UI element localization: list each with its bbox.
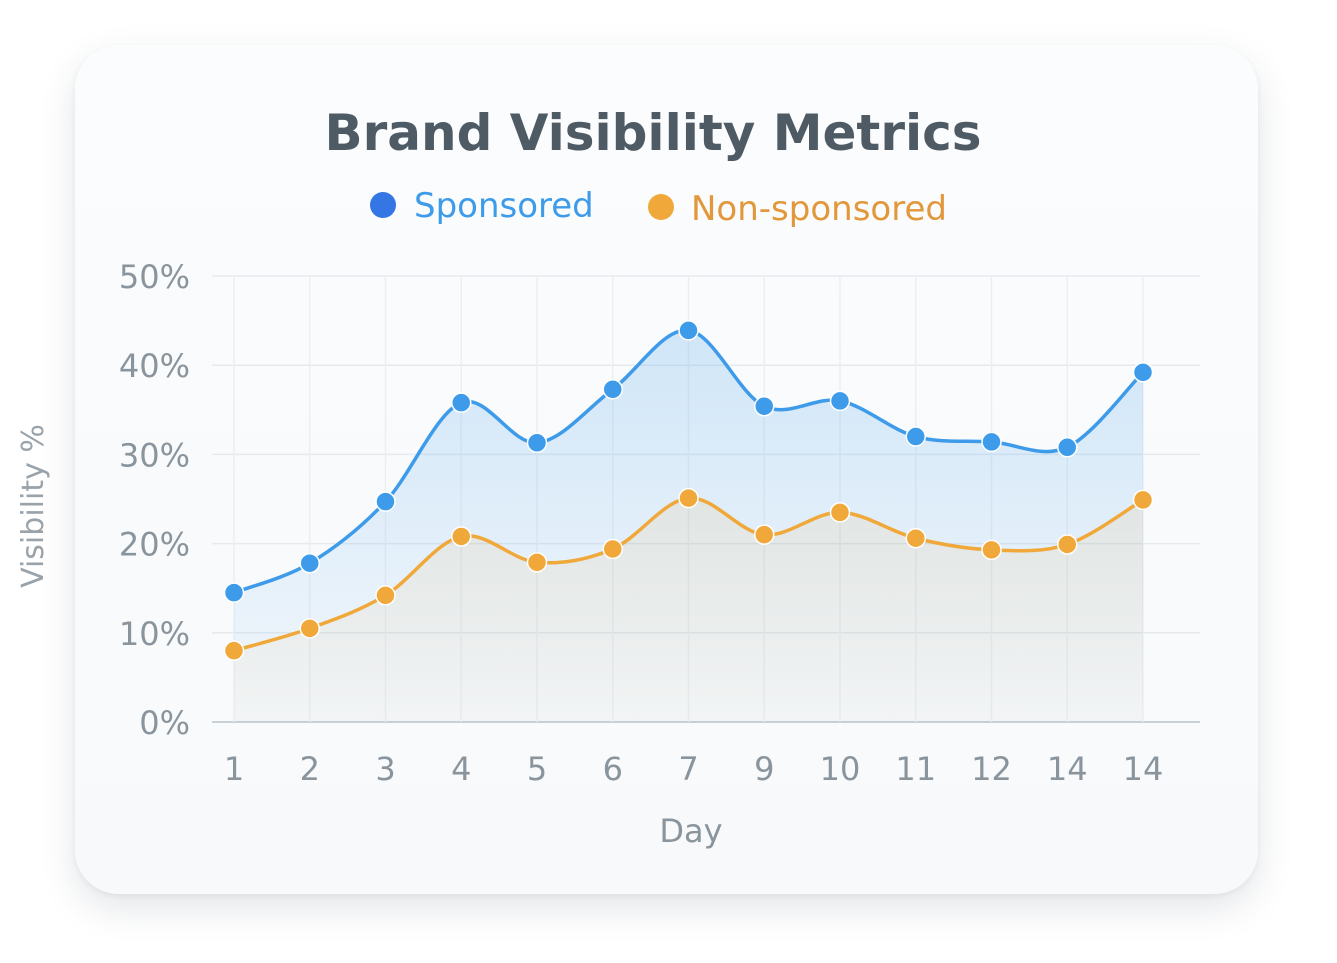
data-point-sponsored [526,432,548,454]
y-axis-label: Visibility % [16,424,51,588]
y-tick-label: 0% [139,704,190,742]
y-tick-label: 40% [119,347,190,385]
data-point-sponsored [829,390,851,412]
legend-label-sponsored: Sponsored [414,186,594,226]
x-tick-label: 1 [224,750,244,788]
series-areas [234,330,1143,722]
data-point-sponsored [375,491,396,512]
x-tick-label: 14 [1123,750,1164,788]
data-point-non-sponsored [678,487,699,509]
y-tick-label: 50% [119,258,190,296]
data-point-non-sponsored [905,527,926,549]
series-points [223,320,1154,661]
legend: Sponsored Non-sponsored [370,186,947,229]
data-point-sponsored [1057,437,1078,458]
y-tick-label: 20% [119,526,190,564]
data-point-non-sponsored [223,640,245,661]
data-point-sponsored [905,426,926,447]
data-point-sponsored [678,320,699,341]
x-tick-label: 7 [678,750,698,788]
x-tick-label: 4 [451,750,471,788]
data-point-non-sponsored [299,618,320,639]
data-point-non-sponsored [602,538,623,560]
legend-marker-non-sponsored [648,194,674,220]
x-tick-label: 6 [603,750,623,788]
x-tick-label: 2 [300,750,320,788]
data-point-sponsored [223,582,245,603]
x-axis-label: Day [659,812,722,850]
data-point-sponsored [754,395,775,417]
x-tick-label: 12 [971,750,1012,788]
data-point-sponsored [1132,362,1154,383]
x-tick-labels: 1 2 3 4 5 6 7 9 10 11 12 14 14 [224,750,1164,788]
data-point-sponsored [602,379,623,400]
legend-marker-sponsored [370,192,396,218]
data-point-non-sponsored [981,539,1002,561]
y-tick-labels: 0% 10% 20% 30% 40% 50% [119,258,190,742]
data-point-sponsored [299,552,320,574]
x-tick-label: 11 [895,750,936,788]
data-point-non-sponsored [375,585,396,606]
x-tick-label: 10 [820,750,861,788]
data-point-sponsored [981,431,1002,453]
x-tick-label: 14 [1047,750,1088,788]
data-point-non-sponsored [754,524,775,545]
data-point-non-sponsored [526,552,548,573]
y-tick-label: 10% [119,615,190,653]
data-point-non-sponsored [829,502,851,523]
x-tick-label: 5 [527,750,547,788]
x-tick-label: 9 [754,750,774,788]
chart-title: Brand Visibility Metrics [324,104,981,162]
data-point-non-sponsored [1132,489,1154,511]
legend-label-non-sponsored: Non-sponsored [691,189,947,229]
data-point-sponsored [451,392,472,413]
x-tick-label: 3 [375,750,395,788]
y-tick-label: 30% [119,436,190,474]
area-non-sponsored [234,497,1143,722]
data-point-non-sponsored [451,526,472,547]
data-point-non-sponsored [1057,534,1078,555]
